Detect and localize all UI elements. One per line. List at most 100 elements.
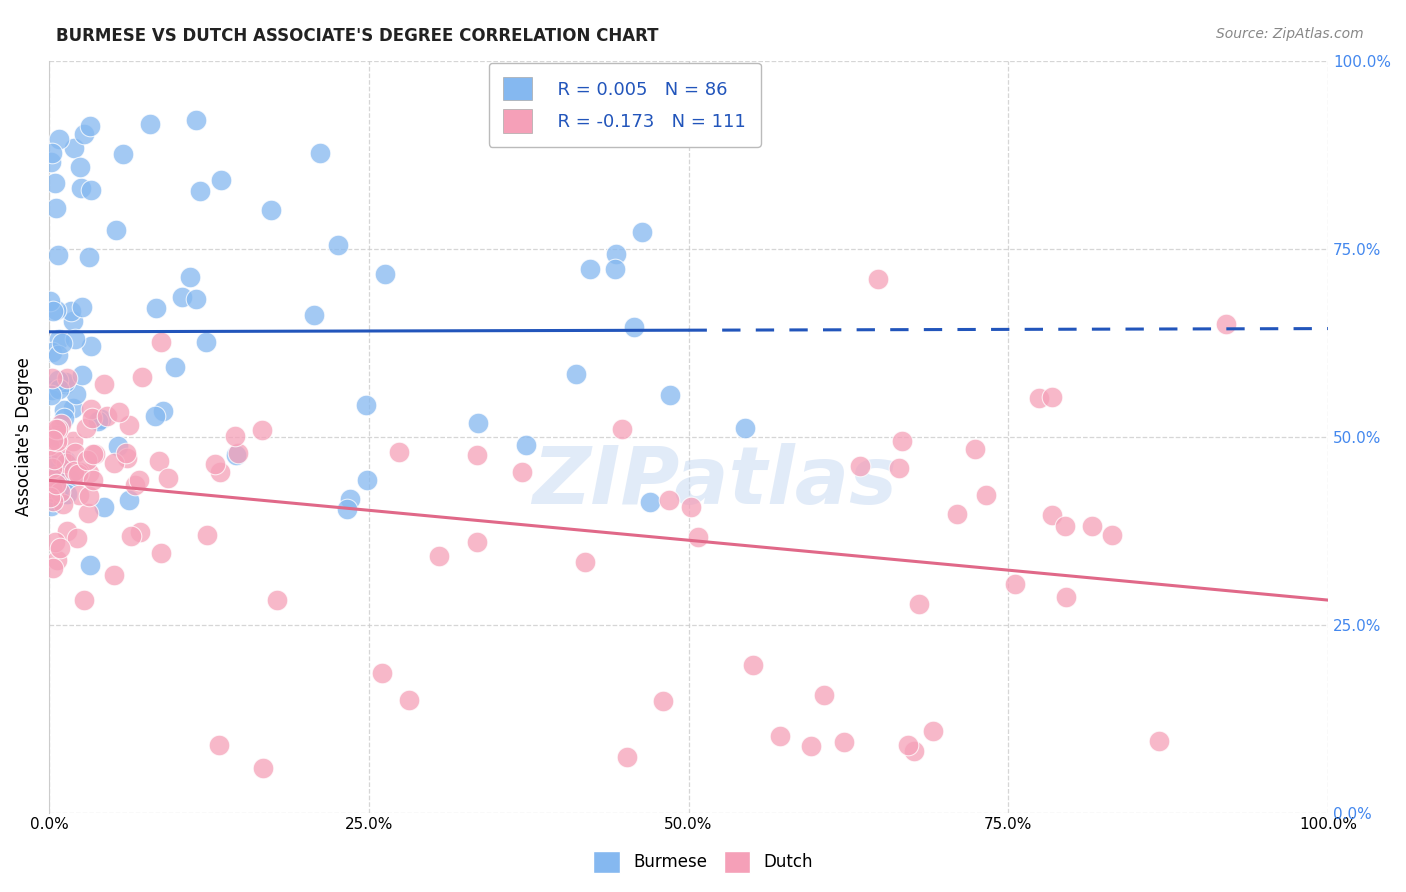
Point	[908, 597, 931, 611]
Point	[41, 481, 63, 495]
Point	[46, 422, 69, 436]
Point	[143, 409, 166, 424]
Point	[93, 376, 115, 391]
Point	[574, 555, 596, 569]
Point	[46, 489, 69, 503]
Point	[388, 444, 411, 458]
Point	[148, 454, 170, 468]
Point	[834, 735, 856, 749]
Point	[1040, 508, 1063, 523]
Point	[66, 531, 89, 545]
Point	[58, 471, 80, 485]
Point	[65, 387, 87, 401]
Point	[304, 308, 326, 322]
Point	[53, 376, 76, 390]
Point	[55, 371, 77, 385]
Point	[149, 334, 172, 349]
Point	[39, 499, 62, 513]
Point	[55, 487, 77, 501]
Point	[467, 416, 489, 430]
Point	[224, 428, 246, 442]
Point	[76, 452, 98, 467]
Point	[90, 412, 112, 426]
Point	[374, 267, 396, 281]
Point	[63, 332, 86, 346]
Point	[41, 383, 63, 397]
Point	[328, 238, 350, 252]
Point	[266, 593, 288, 607]
Point	[63, 446, 86, 460]
Legend:   R = 0.005   N = 86,   R = -0.173   N = 111: R = 0.005 N = 86, R = -0.173 N = 111	[489, 62, 761, 147]
Point	[42, 484, 65, 499]
Point	[44, 176, 66, 190]
Point	[46, 248, 69, 262]
Point	[77, 506, 100, 520]
Point	[41, 370, 63, 384]
Point	[66, 465, 89, 479]
Point	[45, 303, 67, 318]
Point	[39, 388, 62, 402]
Point	[70, 180, 93, 194]
Point	[49, 417, 72, 432]
Point	[623, 320, 645, 334]
Point	[1040, 390, 1063, 404]
Point	[63, 464, 86, 478]
Y-axis label: Associate's Degree: Associate's Degree	[15, 358, 32, 516]
Point	[179, 269, 201, 284]
Point	[184, 292, 207, 306]
Point	[356, 473, 378, 487]
Point	[45, 434, 67, 448]
Point	[79, 120, 101, 134]
Point	[515, 438, 537, 452]
Point	[209, 465, 232, 479]
Point	[53, 402, 76, 417]
Point	[41, 344, 63, 359]
Point	[96, 409, 118, 423]
Point	[131, 370, 153, 384]
Point	[139, 117, 162, 131]
Point	[111, 146, 134, 161]
Point	[172, 290, 194, 304]
Point	[891, 434, 914, 448]
Point	[800, 739, 823, 753]
Point	[651, 694, 673, 708]
Point	[603, 262, 626, 277]
Point	[336, 501, 359, 516]
Point	[48, 382, 70, 396]
Point	[354, 398, 377, 412]
Point	[225, 448, 247, 462]
Point	[103, 568, 125, 582]
Point	[465, 448, 488, 462]
Point	[46, 348, 69, 362]
Point	[398, 693, 420, 707]
Point	[82, 473, 104, 487]
Point	[612, 422, 634, 436]
Point	[145, 301, 167, 315]
Point	[1081, 518, 1104, 533]
Point	[565, 367, 588, 381]
Point	[45, 201, 67, 215]
Point	[427, 549, 450, 563]
Point	[46, 373, 69, 387]
Point	[103, 456, 125, 470]
Point	[48, 333, 70, 347]
Point	[129, 525, 152, 540]
Point	[46, 427, 69, 442]
Point	[72, 300, 94, 314]
Point	[42, 451, 65, 466]
Point	[55, 456, 77, 470]
Point	[465, 535, 488, 549]
Point	[339, 492, 361, 507]
Point	[53, 376, 76, 391]
Point	[48, 131, 70, 145]
Point	[946, 507, 969, 521]
Point	[149, 545, 172, 559]
Point	[252, 761, 274, 775]
Point	[652, 87, 675, 102]
Point	[250, 423, 273, 437]
Point	[62, 314, 84, 328]
Point	[55, 454, 77, 468]
Point	[45, 468, 67, 483]
Point	[69, 160, 91, 174]
Point	[204, 457, 226, 471]
